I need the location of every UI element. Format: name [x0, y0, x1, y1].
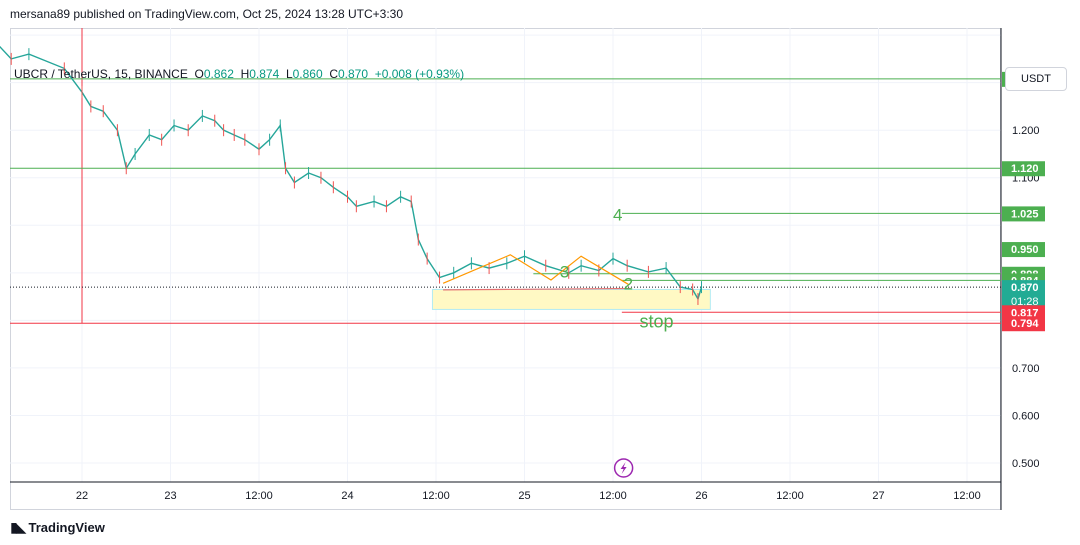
publish-header: mersana89 published on TradingView.com, … [10, 7, 404, 21]
price-badge-label: 0.870 [1011, 282, 1039, 294]
low-value: 0.860 [292, 67, 323, 81]
change-value: +0.008 (+0.93%) [374, 67, 465, 81]
high-label: H [240, 67, 250, 81]
support-zone[interactable] [431, 288, 711, 310]
annotation-label[interactable]: 4 [613, 206, 622, 225]
y-tick-label: 1.200 [1012, 125, 1040, 137]
annotation-label[interactable]: stop [640, 311, 674, 331]
lightning-icon [620, 462, 627, 474]
x-tick-label: 12:00 [422, 490, 450, 502]
close-value: 0.870 [338, 67, 369, 81]
currency-unit-button[interactable]: USDT [1005, 67, 1067, 91]
annotation-label[interactable]: 3 [560, 263, 569, 282]
countdown-label: 01:28 [1011, 296, 1039, 308]
x-tick-label: 12:00 [953, 490, 981, 502]
x-tick-label: 23 [164, 490, 176, 502]
price-badge-label: 1.120 [1011, 163, 1039, 175]
pattern-neckline[interactable] [443, 287, 631, 291]
annotation-label[interactable]: 2 [624, 274, 633, 293]
currency-unit-label: USDT [1021, 73, 1051, 85]
price-badge [1002, 280, 1045, 309]
close-label: C [329, 67, 338, 81]
price-badge [1002, 242, 1045, 258]
x-tick-label: 12:00 [599, 490, 627, 502]
y-tick-label: 0.500 [1012, 458, 1040, 470]
low-label: L [285, 67, 293, 81]
price-badge-label: 0.950 [1011, 244, 1039, 256]
brand-name: TradingView [28, 520, 105, 535]
x-tick-label: 26 [695, 490, 707, 502]
price-badge [1002, 316, 1045, 332]
symbol-label[interactable]: UBCR / TetherUS, 15, BINANCE [14, 67, 188, 81]
pattern-zigzag-line[interactable] [442, 254, 630, 286]
x-tick-label: 22 [76, 490, 88, 502]
price-badge [1002, 161, 1045, 177]
high-value: 0.874 [249, 67, 280, 81]
price-series-line [0, 45, 703, 301]
brand-footer[interactable]: ▮◣ TradingView [10, 519, 105, 536]
price-badge-label: 0.794 [1011, 318, 1039, 330]
open-label: O [194, 67, 204, 81]
x-tick-label: 12:00 [776, 490, 804, 502]
x-tick-label: 25 [518, 490, 530, 502]
ohlc-legend: UBCR / TetherUS, 15, BINANCE O0.862 H0.8… [14, 67, 464, 81]
y-tick-label: 0.700 [1012, 363, 1040, 375]
x-tick-label: 24 [341, 490, 353, 502]
open-value: 0.862 [203, 67, 234, 81]
tradingview-logo-icon: ▮◣ [10, 519, 27, 535]
x-tick-label: 27 [872, 490, 884, 502]
y-tick-label: 0.600 [1012, 410, 1040, 422]
price-badge [1002, 206, 1045, 222]
price-badge-label: 1.025 [1011, 208, 1039, 220]
x-tick-label: 12:00 [245, 490, 273, 502]
